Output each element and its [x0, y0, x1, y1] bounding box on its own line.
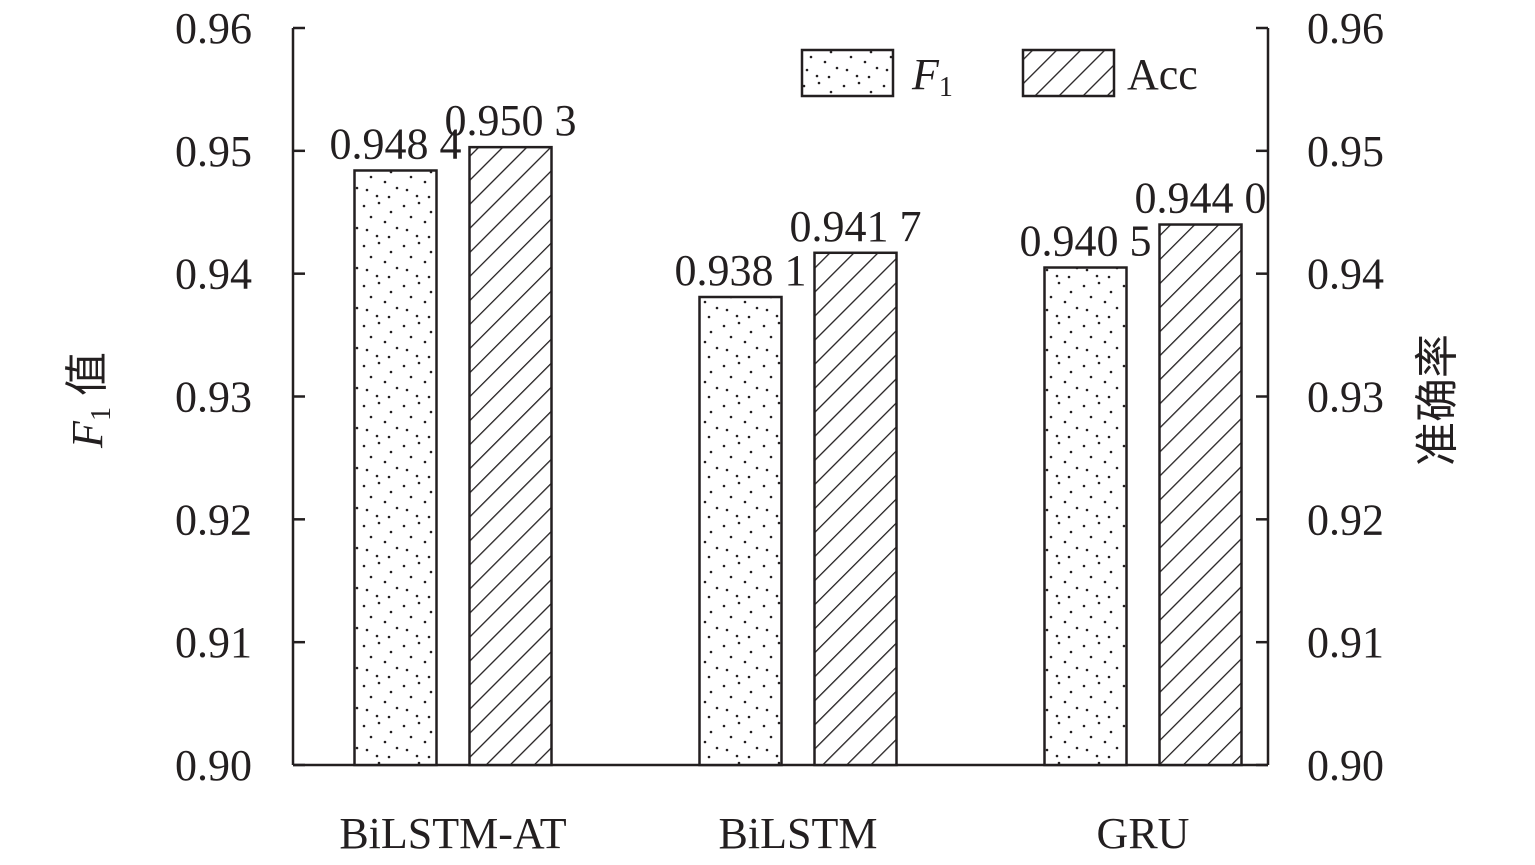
y-tick-label-right: 0.90 [1307, 741, 1384, 790]
legend-label-f1: F1 [911, 50, 953, 103]
x-category-label: BiLSTM-AT [339, 809, 566, 858]
y-tick-label-right: 0.94 [1307, 250, 1384, 299]
data-label: 0.948 4 [330, 119, 462, 168]
y-tick-label-left: 0.96 [175, 4, 252, 53]
legend: F1 Acc [800, 48, 1198, 103]
y-tick-label-left: 0.91 [175, 618, 252, 667]
y-tick-label-right: 0.91 [1307, 618, 1384, 667]
data-label: 0.938 1 [675, 246, 807, 295]
bars-group [353, 145, 1243, 767]
y-tick-label-left: 0.93 [175, 373, 252, 422]
data-label: 0.941 7 [790, 202, 922, 251]
y-axis-title-right: 准确率 [1413, 334, 1462, 466]
bar-acc-bilstm [813, 251, 898, 767]
y-tick-label-left: 0.90 [175, 741, 252, 790]
bar-acc-gru [1158, 223, 1243, 767]
legend-swatch-acc [1021, 48, 1116, 98]
bar-f1-gru [1043, 266, 1128, 767]
bar-f1-bilstm-at [353, 169, 438, 767]
bar-f1-bilstm [698, 295, 783, 767]
y-tick-label-right: 0.93 [1307, 373, 1384, 422]
legend-label-acc: Acc [1127, 50, 1198, 99]
y-tick-label-left: 0.94 [175, 250, 252, 299]
legend-swatch-f1 [800, 48, 895, 98]
data-label: 0.940 5 [1020, 217, 1152, 266]
y-tick-label-right: 0.95 [1307, 127, 1384, 176]
tick-group: 0.90 0.91 0.92 0.93 0.94 0.95 0.96 0.90 0.91 0.92… [175, 4, 1384, 790]
y-tick-label-right: 0.92 [1307, 495, 1384, 544]
bar-acc-bilstm-at [468, 145, 553, 767]
data-label: 0.944 0 [1135, 174, 1267, 223]
y-tick-label-left: 0.92 [175, 495, 252, 544]
y-axis-title-left: F1 值 [63, 352, 117, 449]
y-tick-label-right: 0.96 [1307, 4, 1384, 53]
y-tick-label-left: 0.95 [175, 127, 252, 176]
data-label: 0.950 3 [445, 96, 577, 145]
x-category-label: BiLSTM [719, 809, 878, 858]
x-category-label: GRU [1097, 809, 1190, 858]
